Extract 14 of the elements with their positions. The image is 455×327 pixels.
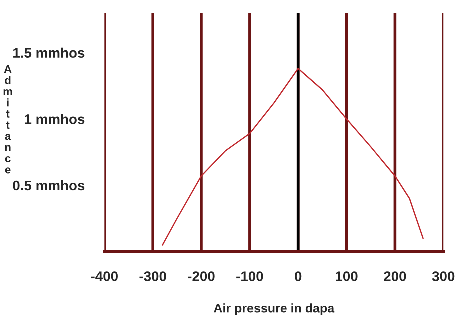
- x-axis-title: Air pressure in dapa: [214, 304, 335, 316]
- line-series: [162, 68, 424, 246]
- x-tick-label: -400: [91, 272, 118, 282]
- x-tick-label: 0: [295, 272, 302, 282]
- x-tick-label: -300: [140, 272, 166, 282]
- x-tick-label: 300: [432, 272, 455, 282]
- x-tick-label: -100: [236, 272, 264, 282]
- x-tick-label: -200: [188, 272, 215, 282]
- x-tick-label: 200: [384, 272, 406, 282]
- text: Admittance: [4, 65, 12, 174]
- y-tick-label: 0.5 mmhos: [13, 180, 85, 191]
- y-tick-label: 1 mmhos: [25, 114, 85, 124]
- x-tick-label: 100: [336, 272, 358, 282]
- y-tick-label: 1.5 mmhos: [14, 48, 85, 58]
